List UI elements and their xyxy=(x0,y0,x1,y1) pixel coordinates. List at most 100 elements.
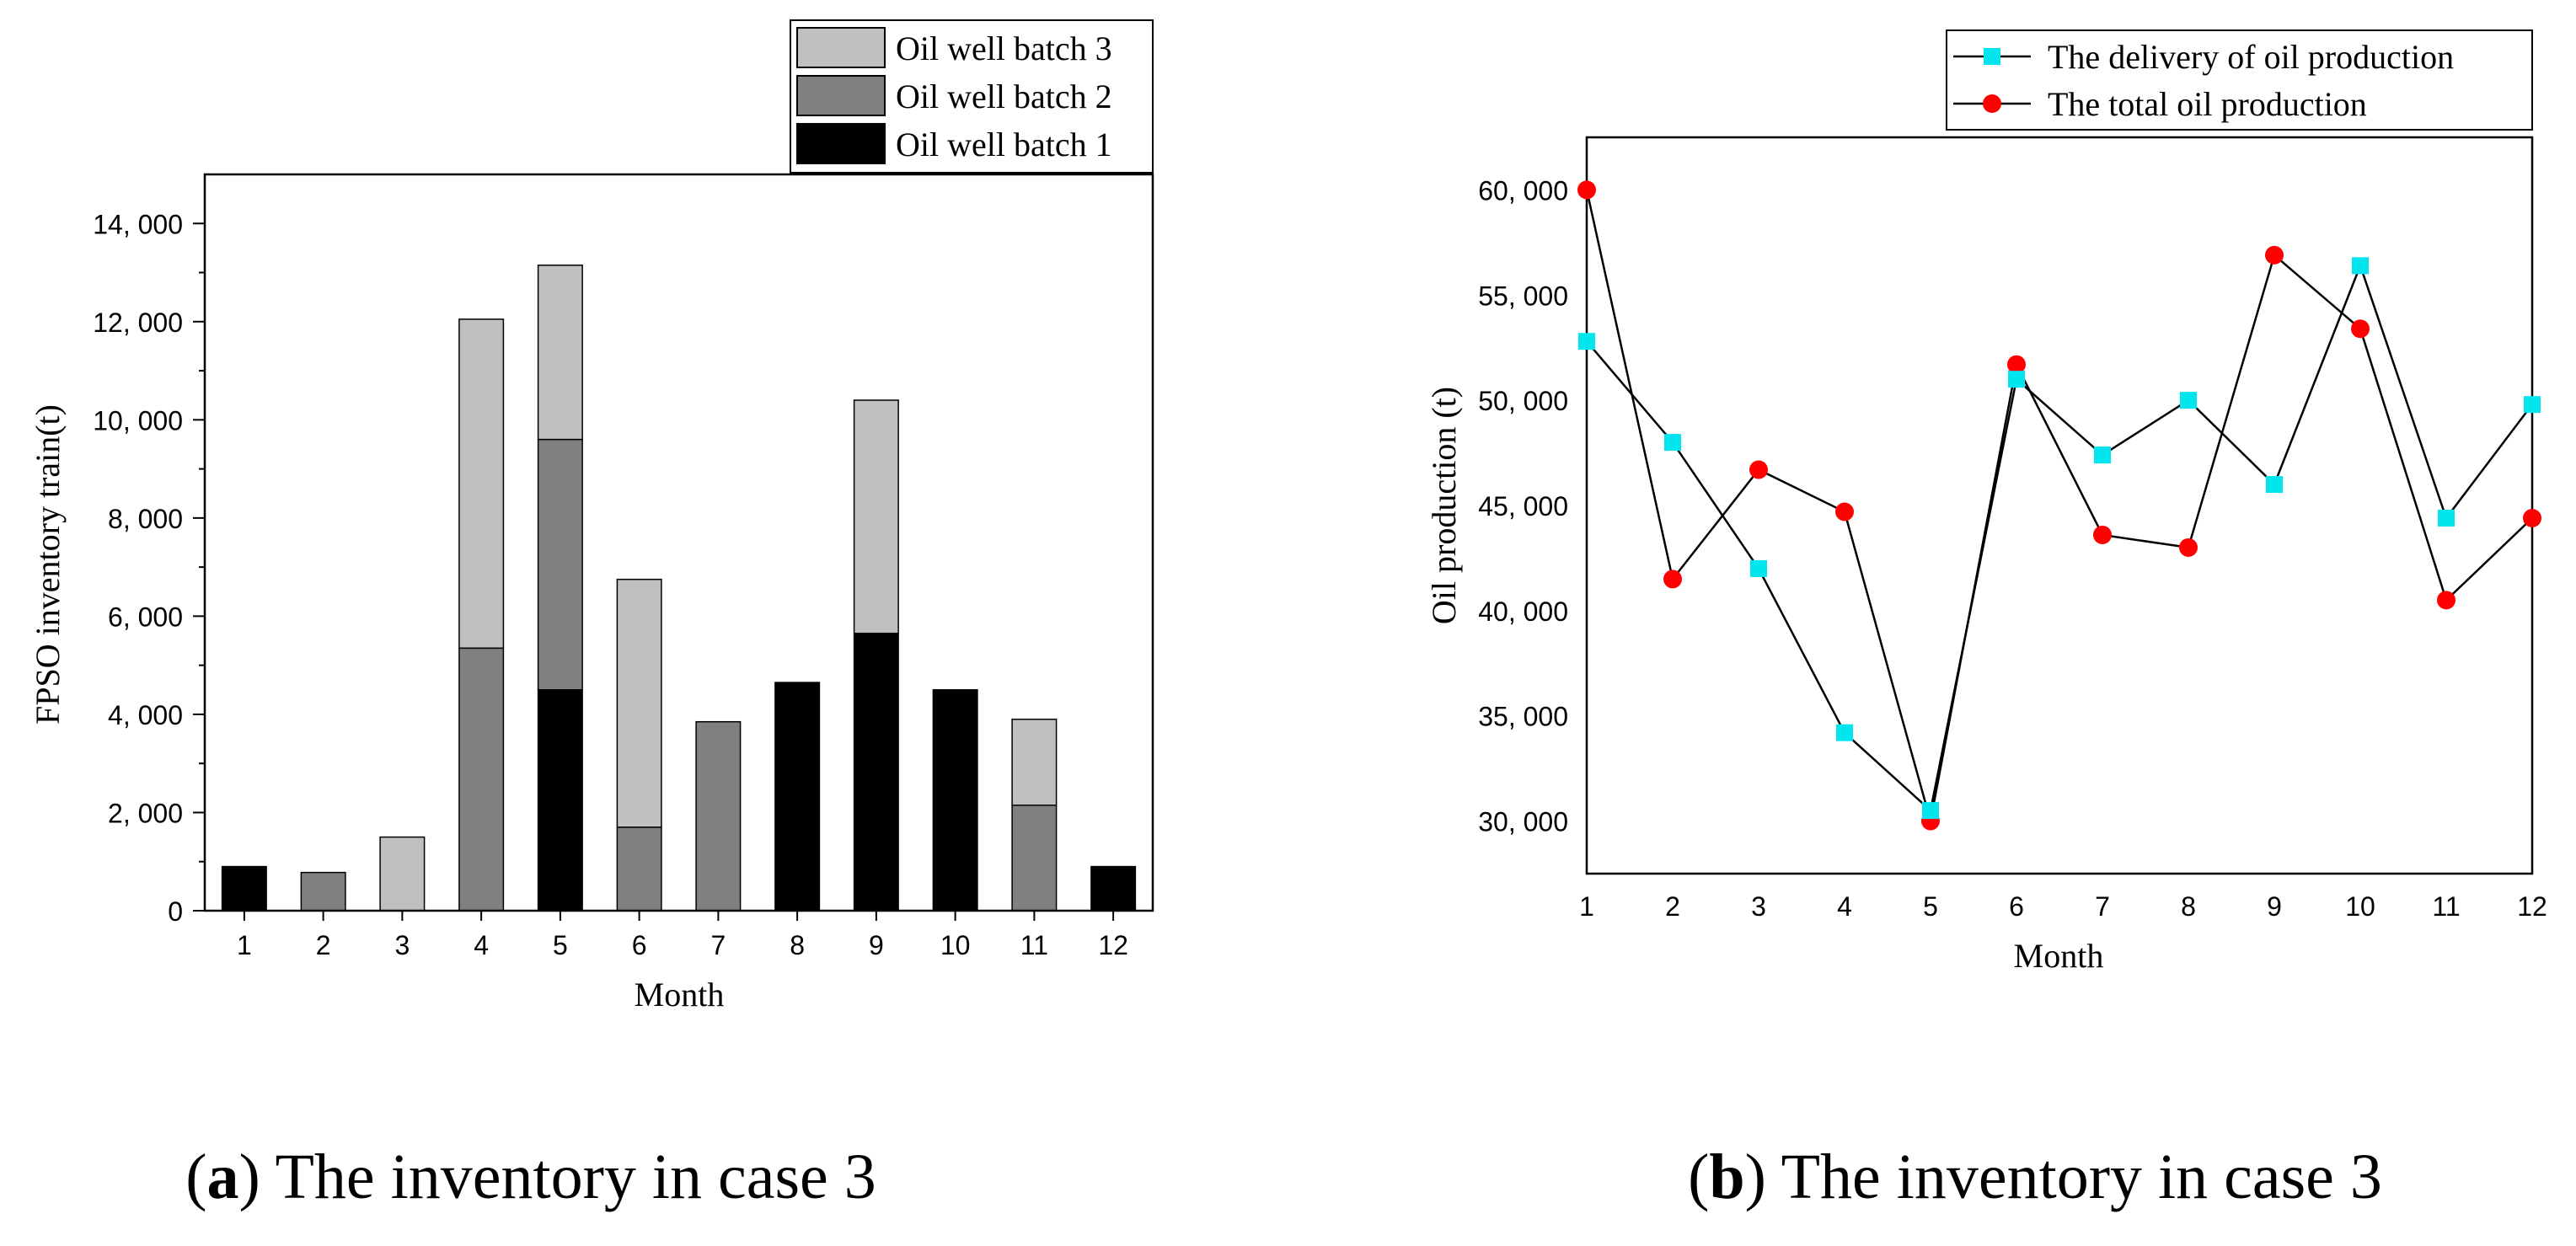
y-tick-label: 30, 000 xyxy=(1478,807,1568,837)
delivery-point-month-3 xyxy=(1750,559,1767,577)
chart-a-y-axis-label: FPSO inventory train(t) xyxy=(29,404,67,725)
bar-month-10-batch-1 xyxy=(932,689,978,912)
bar-month-4-batch-2 xyxy=(458,647,505,912)
bar-month-7-batch-2 xyxy=(695,720,742,912)
y-tick-label: 8, 000 xyxy=(108,504,183,534)
x-tick-label: 3 xyxy=(1751,891,1766,922)
delivery-point-month-1 xyxy=(1578,333,1595,350)
x-tick-label: 9 xyxy=(2267,891,2282,922)
series-line-total xyxy=(1585,190,2533,821)
x-tick-label: 6 xyxy=(2009,891,2024,922)
x-tick-label: 1 xyxy=(237,930,252,960)
x-tick-label: 7 xyxy=(2095,891,2110,922)
delivery-point-month-8 xyxy=(2180,392,2197,409)
bar-month-2-batch-2 xyxy=(300,871,346,912)
legend-label-delivery: The delivery of oil production xyxy=(2048,38,2454,76)
bar-month-11-batch-2 xyxy=(1011,804,1058,912)
chart-a-caption: (a) The inventory in case 3 xyxy=(185,1142,876,1212)
bar-month-6-batch-3 xyxy=(616,578,662,828)
y-tick-label: 45, 000 xyxy=(1478,491,1568,521)
total-point-month-11 xyxy=(2437,591,2456,610)
legend-label-batch-1: Oil well batch 1 xyxy=(896,126,1112,163)
chart-a-frame xyxy=(203,173,1154,912)
y-tick-label: 0 xyxy=(168,896,183,927)
chart-b-axes: 30, 000 35, 000 40, 000 45, 000 50, 000 55, 0… xyxy=(1478,136,2547,922)
chart-b-y-axis-label: Oil production (t) xyxy=(1425,387,1463,624)
delivery-point-month-11 xyxy=(2438,509,2455,527)
bar-month-3-batch-3 xyxy=(379,836,426,912)
x-tick-label: 8 xyxy=(790,930,805,960)
x-tick-label: 11 xyxy=(2432,891,2460,922)
delivery-point-month-6 xyxy=(2008,371,2025,388)
x-tick-label: 11 xyxy=(1020,930,1048,960)
x-tick-label: 10 xyxy=(2345,891,2375,922)
y-tick-label: 4, 000 xyxy=(108,700,183,730)
legend-label-total: The total oil production xyxy=(2048,85,2367,123)
delivery-point-month-9 xyxy=(2266,476,2283,494)
bar-month-5-batch-1 xyxy=(537,689,583,912)
bar-month-4-batch-3 xyxy=(458,318,505,650)
x-tick-label: 7 xyxy=(710,930,726,960)
delivery-point-month-7 xyxy=(2094,447,2111,464)
chart-b-caption: (b) The inventory in case 3 xyxy=(1688,1142,2382,1212)
total-point-month-3 xyxy=(1749,460,1768,479)
y-tick-label: 6, 000 xyxy=(108,602,183,632)
legend-marker-total xyxy=(1983,94,2001,113)
chart-b-series xyxy=(1577,180,2541,831)
x-tick-label: 2 xyxy=(316,930,331,960)
bar-month-6-batch-2 xyxy=(616,826,662,912)
x-tick-label: 4 xyxy=(1837,891,1852,922)
chart-b-caption-text: The inventory in case 3 xyxy=(1766,1142,2382,1212)
chart-b-legend-box xyxy=(1946,29,2533,131)
chart-b-oil-production: 30, 000 35, 000 40, 000 45, 000 50, 000 55, 0… xyxy=(1425,29,2547,1212)
delivery-point-month-5 xyxy=(1922,802,1939,820)
chart-b-caption-letter: b xyxy=(1709,1142,1744,1212)
chart-b-x-axis-label: Month xyxy=(2014,937,2104,975)
total-point-month-12 xyxy=(2523,508,2541,527)
y-tick-label: 14, 000 xyxy=(93,209,183,239)
legend-swatch-batch-1 xyxy=(796,123,886,164)
y-tick-label: 55, 000 xyxy=(1478,281,1568,311)
legend-swatch-batch-3 xyxy=(796,27,886,68)
y-tick-label: 50, 000 xyxy=(1478,386,1568,416)
x-tick-label: 12 xyxy=(2517,891,2547,922)
y-tick-label: 10, 000 xyxy=(93,405,183,436)
x-tick-label: 9 xyxy=(869,930,884,960)
chart-b-frame xyxy=(1585,136,2534,875)
total-point-month-2 xyxy=(1663,570,1682,589)
bar-month-1-batch-1 xyxy=(221,865,267,912)
chart-a-caption-text: The inventory in case 3 xyxy=(260,1142,876,1212)
delivery-point-month-12 xyxy=(2524,396,2541,414)
y-tick-label: 12, 000 xyxy=(93,307,183,338)
bar-month-12-batch-1 xyxy=(1090,865,1137,912)
x-tick-label: 5 xyxy=(1923,891,1938,922)
y-tick-label: 2, 000 xyxy=(108,798,183,828)
y-tick-label: 35, 000 xyxy=(1478,702,1568,732)
total-point-month-4 xyxy=(1835,502,1854,521)
bar-month-5-batch-2 xyxy=(537,438,583,691)
bar-month-11-batch-3 xyxy=(1011,719,1058,806)
chart-a-axes: 0 2, 000 4, 000 6, 000 8, 000 10, 000 12, 000 1… xyxy=(93,173,1154,960)
bar-month-8-batch-1 xyxy=(774,682,821,912)
total-point-month-7 xyxy=(2093,525,2112,544)
x-tick-label: 2 xyxy=(1665,891,1680,922)
x-tick-label: 4 xyxy=(474,930,489,960)
delivery-point-month-2 xyxy=(1664,434,1681,452)
legend-marker-delivery xyxy=(1984,48,2000,65)
bar-month-5-batch-3 xyxy=(537,265,583,441)
legend-swatch-batch-2 xyxy=(796,75,886,116)
legend-label-batch-2: Oil well batch 2 xyxy=(896,78,1112,115)
y-tick-label: 60, 000 xyxy=(1478,175,1568,206)
x-tick-label: 3 xyxy=(394,930,410,960)
x-tick-label: 8 xyxy=(2181,891,2196,922)
bar-month-9-batch-1 xyxy=(853,633,899,912)
total-point-month-9 xyxy=(2265,245,2284,265)
total-point-month-8 xyxy=(2179,537,2198,557)
chart-a-x-axis-label: Month xyxy=(635,976,725,1013)
y-tick-label: 40, 000 xyxy=(1478,596,1568,627)
series-line-delivery xyxy=(1586,262,2533,813)
bar-month-9-batch-3 xyxy=(853,399,899,634)
chart-a-caption-letter: a xyxy=(207,1142,239,1212)
